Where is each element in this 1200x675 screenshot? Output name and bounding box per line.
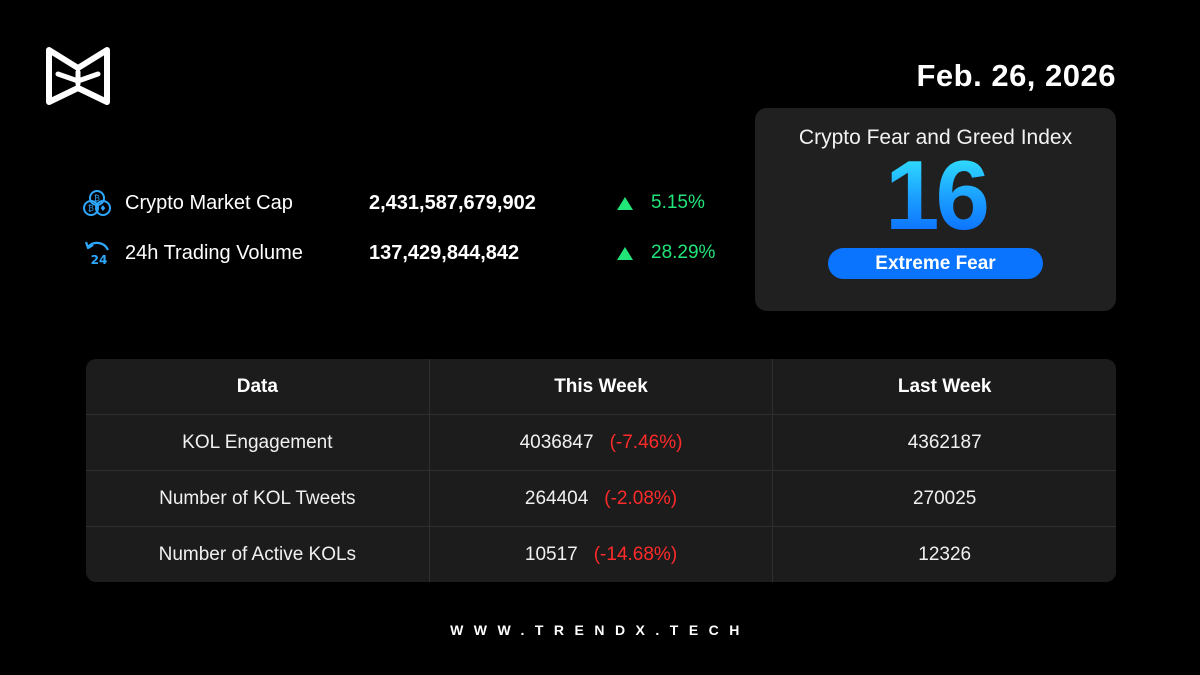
table-row: KOL Engagement 4036847 (-7.46%) 4362187 <box>86 415 1116 471</box>
this-week-cell: 264404 (-2.08%) <box>430 471 774 526</box>
metric-change: 5.15% <box>617 192 705 214</box>
kol-data-table: Data This Week Last Week KOL Engagement … <box>86 359 1116 582</box>
metric-change-value: 5.15% <box>651 192 705 213</box>
report-date: Feb. 26, 2026 <box>916 58 1116 93</box>
column-header: This Week <box>430 359 774 414</box>
table-header-row: Data This Week Last Week <box>86 359 1116 415</box>
row-name: Number of KOL Tweets <box>86 471 430 526</box>
svg-text:24: 24 <box>91 253 108 267</box>
fear-greed-card: Crypto Fear and Greed Index 16 Extreme F… <box>755 108 1116 311</box>
this-week-cell: 10517 (-14.68%) <box>430 527 774 582</box>
fear-greed-badge: Extreme Fear <box>828 248 1043 279</box>
trendx-logo <box>44 44 112 108</box>
change-percent: (-7.46%) <box>609 431 683 453</box>
last-week-value: 4362187 <box>907 431 982 453</box>
metric-value: 137,429,844,842 <box>369 241 520 264</box>
svg-text:♦: ♦ <box>99 204 106 213</box>
column-header: Last Week <box>897 375 992 397</box>
market-metrics: ₿ ₿ ♦ Crypto Market Cap 2,431,587,679,90… <box>82 178 742 278</box>
website-url: WWW.TRENDX.TECH <box>450 622 750 638</box>
row-name: KOL Engagement <box>86 415 430 470</box>
table-row: Number of KOL Tweets 264404 (-2.08%) 270… <box>86 471 1116 527</box>
row-name: Number of Active KOLs <box>86 527 430 582</box>
metric-value: 2,431,587,679,902 <box>369 191 536 214</box>
trading-volume-row: 24 24h Trading Volume 137,429,844,842 28… <box>82 228 742 278</box>
arrow-up-icon <box>617 246 633 260</box>
change-percent: (-2.08%) <box>604 487 678 509</box>
this-week-value: 264404 <box>524 487 589 509</box>
24h-volume-icon: 24 <box>82 238 112 268</box>
metric-change-value: 28.29% <box>651 242 716 263</box>
svg-text:₿: ₿ <box>88 204 94 213</box>
change-percent: (-14.68%) <box>593 543 678 565</box>
this-week-value: 4036847 <box>519 431 594 453</box>
this-week-cell: 4036847 (-7.46%) <box>430 415 774 470</box>
last-week-value: 270025 <box>912 487 977 509</box>
metric-label: 24h Trading Volume <box>125 241 303 264</box>
arrow-up-icon <box>617 196 633 210</box>
this-week-value: 10517 <box>524 543 578 565</box>
fear-greed-value: 16 <box>755 146 1116 244</box>
table-row: Number of Active KOLs 10517 (-14.68%) 12… <box>86 527 1116 582</box>
column-header: Data <box>86 359 430 414</box>
fear-greed-title: Crypto Fear and Greed Index <box>798 126 1073 149</box>
coins-icon: ₿ ₿ ♦ <box>82 188 112 218</box>
metric-change: 28.29% <box>617 242 715 264</box>
market-cap-row: ₿ ₿ ♦ Crypto Market Cap 2,431,587,679,90… <box>82 178 742 228</box>
metric-label: Crypto Market Cap <box>125 191 293 214</box>
svg-text:₿: ₿ <box>94 194 100 203</box>
last-week-value: 12326 <box>918 543 972 565</box>
